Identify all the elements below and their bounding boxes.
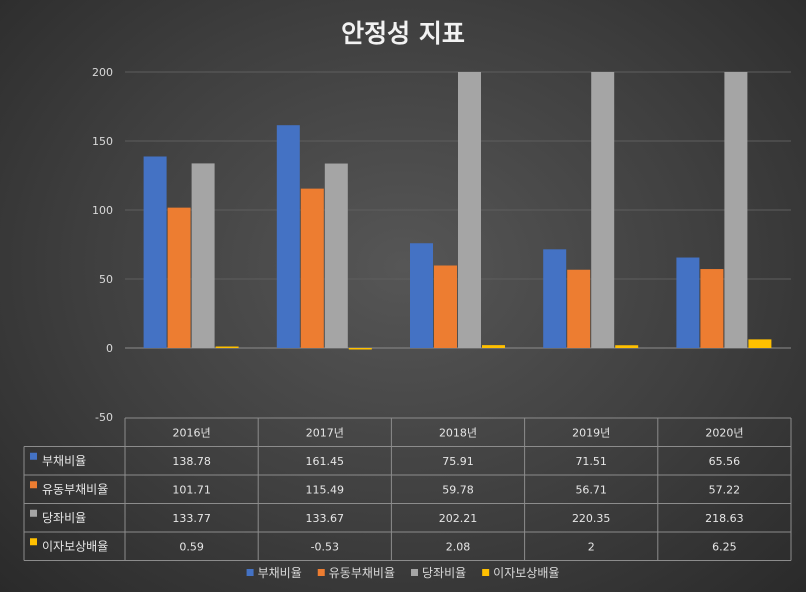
table-cell: 56.71: [575, 483, 607, 496]
bar-0-2: [410, 243, 433, 348]
table-cell: 220.35: [572, 512, 611, 525]
legend-label: 당좌비율: [422, 566, 466, 580]
category-label: 2017년: [306, 426, 344, 439]
bar-2-4: [724, 72, 748, 348]
table-legend-swatch: [30, 509, 37, 517]
table-row-label: 부채비율: [42, 454, 86, 468]
table-cell: -0.53: [311, 540, 339, 553]
y-axis: -50 0 50 100 150 200: [92, 66, 113, 424]
table-row-label: 당좌비율: [42, 511, 86, 525]
table-cell: 133.77: [172, 512, 211, 525]
y-tick-label: 200: [92, 66, 113, 79]
bar-3-4: [748, 339, 772, 348]
y-tick-label: 0: [106, 342, 113, 355]
y-tick-label: -50: [95, 411, 113, 424]
bar-0-4: [676, 257, 700, 348]
bar-0-0: [143, 156, 167, 348]
table-cell: 161.45: [306, 455, 345, 468]
chart-title: 안정성 지표: [341, 19, 465, 48]
table-cell: 6.25: [712, 540, 737, 553]
table-legend-swatch: [30, 481, 37, 489]
table-cell: 115.49: [306, 483, 345, 496]
bar-1-2: [434, 265, 457, 348]
bar-3-1: [348, 348, 372, 350]
table-cell: 57.22: [709, 483, 741, 496]
table-cell: 202.21: [439, 512, 478, 525]
table-row-label: 유동부채비율: [42, 482, 108, 496]
bar-0-3: [543, 249, 567, 348]
bar-3-2: [482, 345, 505, 348]
bar-1-0: [167, 207, 191, 348]
table-legend-swatch: [30, 452, 37, 460]
table-cell: 75.91: [442, 455, 474, 468]
table-cell: 2.08: [446, 540, 471, 553]
y-tick-label: 100: [92, 204, 113, 217]
table-cell: 0.59: [179, 540, 204, 553]
bar-2-2: [458, 72, 481, 348]
table-row-label: 이자보상배율: [42, 539, 108, 553]
table-cell: 101.71: [172, 483, 211, 496]
table-cell: 218.63: [705, 512, 744, 525]
legend-swatch: [317, 569, 325, 576]
legend-label: 부채비율: [258, 566, 302, 580]
category-label: 2016년: [173, 426, 211, 439]
y-tick-label: 150: [92, 135, 113, 148]
category-label: 2020년: [705, 426, 743, 439]
legend-label: 이자보상배율: [493, 566, 559, 580]
table-cell: 138.78: [172, 455, 211, 468]
table-legend-swatch: [30, 538, 37, 546]
legend: 부채비율 유동부채비율 당좌비율 이자보상배율: [246, 566, 559, 580]
bar-3-0: [215, 346, 239, 348]
legend-swatch: [246, 569, 254, 576]
legend-label: 유동부채비율: [329, 566, 395, 580]
table-cell: 133.67: [306, 512, 345, 525]
legend-swatch: [411, 569, 418, 576]
table-cell: 71.51: [575, 455, 607, 468]
bar-3-3: [615, 345, 639, 348]
bar-1-1: [300, 188, 324, 348]
bar-2-1: [324, 163, 348, 348]
bar-2-0: [191, 163, 215, 348]
category-label: 2018년: [439, 426, 477, 439]
table-cell: 65.56: [709, 455, 741, 468]
bar-0-1: [276, 125, 300, 348]
bar-1-3: [567, 269, 591, 348]
bar-1-4: [700, 269, 724, 348]
legend-swatch: [482, 569, 490, 576]
category-label: 2019년: [572, 426, 610, 439]
bar-2-3: [591, 72, 615, 348]
y-tick-label: 50: [99, 273, 113, 286]
table-cell: 2: [588, 540, 595, 553]
table-cell: 59.78: [442, 483, 474, 496]
bars: [143, 72, 772, 350]
